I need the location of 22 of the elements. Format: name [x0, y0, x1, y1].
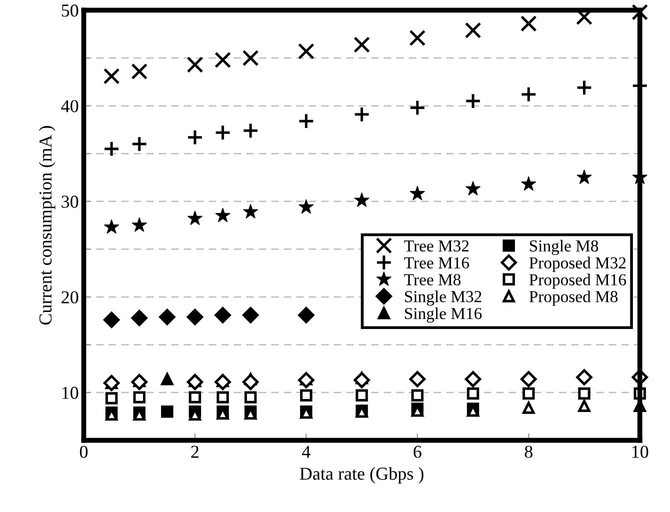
x-tick-label: 4: [302, 446, 310, 458]
y-tick-label: 10: [62, 386, 78, 399]
y-axis-title: Current consumption (mA ): [38, 126, 56, 325]
y-tick-label: 50: [62, 4, 78, 17]
legend-label: Single M16: [405, 307, 482, 323]
legend-label: Tree M8: [404, 274, 461, 286]
x-tick-label: 10: [632, 446, 648, 458]
y-tick-label: 30: [62, 196, 78, 208]
legend-label: Proposed M8: [529, 290, 618, 306]
x-tick-label: 8: [524, 446, 532, 458]
x-tick-label: 2: [191, 446, 198, 458]
y-tick-label: 40: [61, 100, 78, 112]
x-tick-label: 0: [80, 446, 88, 458]
legend-label: Tree M16: [404, 257, 470, 268]
legend-label: Tree M32: [404, 240, 469, 252]
legend-label: Single M32: [405, 290, 482, 306]
x-tick-label: 6: [414, 446, 422, 458]
legend-label: Proposed M16: [529, 274, 626, 289]
x-axis-title: Data rate (Gbps ): [300, 467, 424, 484]
legend-label: Single M8: [530, 240, 598, 256]
y-tick-label: 20: [62, 291, 78, 304]
legend-label: Proposed M32: [529, 256, 626, 272]
